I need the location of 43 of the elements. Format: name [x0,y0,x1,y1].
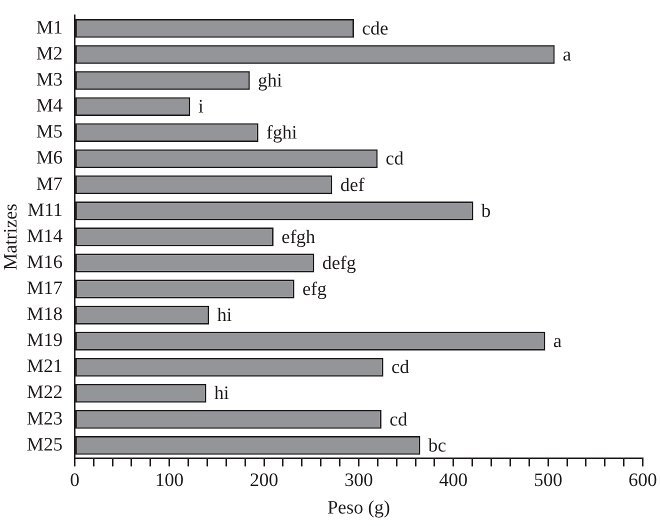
y-tick-label: M7 [36,174,63,195]
data-label: def [340,174,366,196]
data-label: hi [217,305,232,326]
x-tick-label: 0 [70,470,80,491]
x-tick-label: 200 [250,470,278,491]
y-tick-label: M6 [36,148,63,169]
x-tick-label: 100 [155,470,184,491]
data-label: efg [302,279,328,300]
y-tick-label: M23 [26,408,63,430]
y-tick-label: M14 [26,226,64,247]
data-label: cde [362,18,388,40]
y-tick-label: M19 [26,330,63,352]
y-tick-label: M2 [36,43,63,64]
y-tick-label: M17 [26,278,63,299]
data-label: ghi [258,70,282,92]
data-label: fghi [266,122,297,144]
x-tick-label: 300 [344,470,373,491]
data-label: cd [386,148,404,170]
y-tick-label: M18 [26,304,63,326]
x-tick-label: 500 [534,470,562,491]
y-tick-label: M4 [36,96,64,117]
data-label: a [562,44,572,66]
data-label: a [553,331,562,352]
y-axis-title: Matrizes [0,204,22,270]
x-tick-label: 600 [628,470,657,491]
data-label: cd [391,357,410,378]
x-tick-label: 400 [439,470,468,491]
y-tick-label: M1 [36,17,63,38]
y-tick-label: M22 [26,382,63,404]
y-tick-label: M11 [27,200,63,221]
data-label: b [481,200,491,222]
data-label: i [198,96,204,118]
y-tick-label: M25 [26,434,63,456]
y-tick-label: M3 [36,70,63,91]
data-label: cd [389,409,408,430]
y-tick-label: M5 [36,122,63,143]
y-tick-label: M21 [26,356,63,378]
x-axis-title: Peso (g) [327,498,390,519]
data-label: defg [322,252,356,274]
data-label: bc [428,435,446,456]
y-tick-label: M16 [26,252,63,273]
data-label: hi [214,383,230,404]
data-label: efgh [282,226,316,248]
